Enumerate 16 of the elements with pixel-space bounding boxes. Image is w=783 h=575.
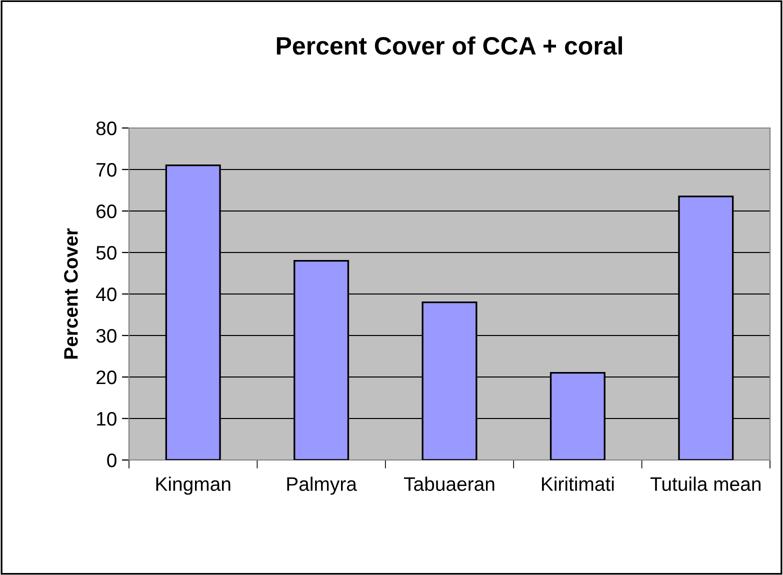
x-tick-label: Kingman xyxy=(156,476,230,495)
y-tick-label: 10 xyxy=(97,412,116,426)
y-tick-label: 80 xyxy=(96,121,116,136)
y-tick-label: 0 xyxy=(107,453,116,468)
y-tick-label: 20 xyxy=(96,370,116,384)
y-axis-title: Percent Cover xyxy=(64,228,78,359)
x-tick-label: Tutuila mean xyxy=(650,476,760,491)
chart-title: Percent Cover of CCA + coral xyxy=(276,36,622,55)
x-tick-label: Kiritimati xyxy=(542,476,614,491)
y-tick-label: 60 xyxy=(96,204,116,218)
y-tick-label: 50 xyxy=(96,246,116,260)
x-tick-label: Tabuaeran xyxy=(404,476,494,491)
x-tick-label: Palmyra xyxy=(287,476,357,495)
y-tick-label: 70 xyxy=(96,162,116,177)
y-tick-label: 40 xyxy=(96,287,116,302)
y-tick-label: 30 xyxy=(96,328,116,343)
